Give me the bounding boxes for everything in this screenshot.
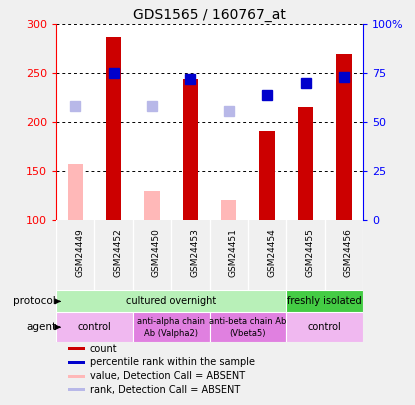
Text: anti-beta chain Ab: anti-beta chain Ab [209,318,287,326]
Text: GSM24452: GSM24452 [114,228,122,277]
Text: GSM24453: GSM24453 [190,228,199,277]
Text: count: count [90,344,117,354]
Text: cultured overnight: cultured overnight [126,296,216,307]
Bar [210,312,286,342]
Bar [56,312,133,342]
Title: GDS1565 / 160767_at: GDS1565 / 160767_at [133,8,286,22]
Bar [68,361,85,364]
Text: (Vbeta5): (Vbeta5) [230,329,266,338]
Text: GSM24456: GSM24456 [344,228,353,277]
Text: protocol: protocol [13,296,56,307]
Bar [106,37,121,220]
Bar [133,312,210,342]
Bar [221,200,237,220]
Text: anti-alpha chain: anti-alpha chain [137,318,205,326]
Bar [68,388,85,391]
Text: GSM24451: GSM24451 [229,228,238,277]
Bar [68,375,85,377]
Bar [259,131,275,220]
Text: GSM24454: GSM24454 [267,228,276,277]
Bar [68,347,85,350]
Bar [298,107,313,220]
Text: agent: agent [26,322,56,332]
Text: control: control [78,322,111,332]
Bar [68,164,83,220]
Bar [286,312,363,342]
Bar [336,53,352,220]
Text: GSM24449: GSM24449 [75,228,84,277]
Text: GSM24450: GSM24450 [152,228,161,277]
Bar [183,79,198,220]
Text: control: control [308,322,342,332]
Text: Ab (Valpha2): Ab (Valpha2) [144,329,198,338]
Text: GSM24455: GSM24455 [305,228,315,277]
Text: rank, Detection Call = ABSENT: rank, Detection Call = ABSENT [90,385,240,395]
Bar [144,191,160,220]
Text: freshly isolated: freshly isolated [288,296,362,307]
Bar [286,290,363,312]
Text: value, Detection Call = ABSENT: value, Detection Call = ABSENT [90,371,245,381]
Bar [56,290,286,312]
Text: percentile rank within the sample: percentile rank within the sample [90,357,255,367]
